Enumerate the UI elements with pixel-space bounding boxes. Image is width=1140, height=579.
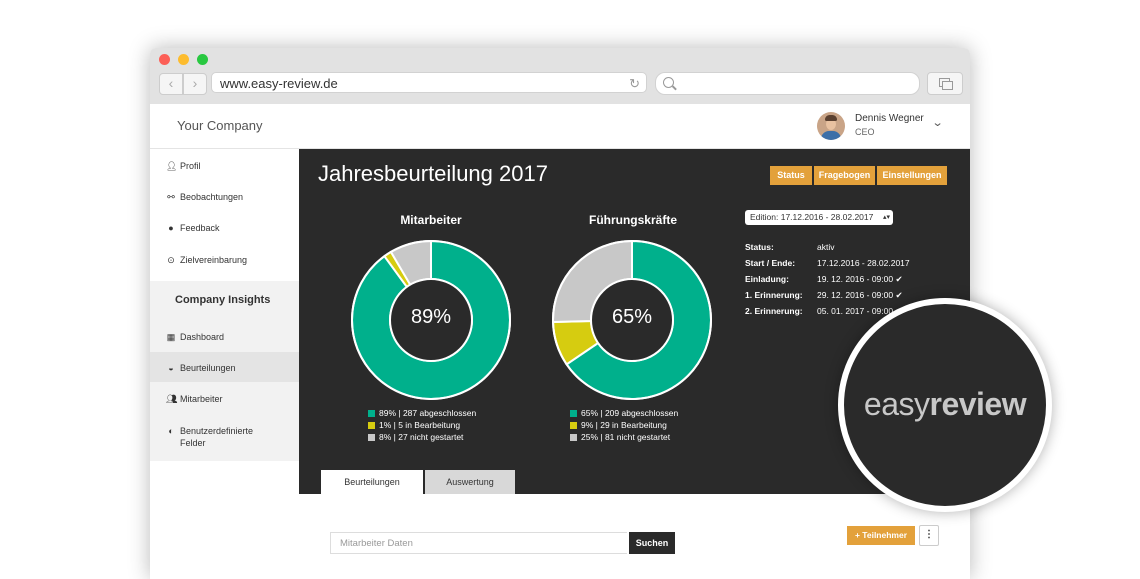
maximize-window-button[interactable] — [197, 54, 208, 65]
target-icon: ⊙ — [167, 255, 175, 265]
user-role: CEO — [855, 127, 875, 137]
search-button[interactable]: Suchen — [629, 532, 675, 554]
logo-text: easyreview — [863, 386, 1027, 422]
search-icon — [663, 77, 674, 88]
legend-item: 65% | 209 abgeschlossen — [570, 408, 678, 420]
select-arrows-icon: ▴▾ — [882, 214, 890, 221]
sidebar: 👤︎ Profil ⚯ Beobachtungen ● Feedback ⊙ Z… — [150, 149, 299, 579]
tabs-overview-button[interactable] — [927, 72, 963, 95]
sidebar-item-label: Profil — [180, 161, 201, 171]
center-label-mitarbeiter: 89% — [410, 306, 452, 328]
users-icon: 👥︎ — [166, 394, 178, 404]
sidebar-item-label: Mitarbeiter — [180, 394, 223, 404]
user-icon: 👤︎ — [166, 161, 178, 171]
url-text: www.easy-review.de — [220, 76, 338, 91]
legend-item: 25% | 81 nicht gestartet — [570, 432, 678, 444]
sidebar-item-label: Benutzerdefinierte Felder — [180, 426, 254, 448]
easyreview-logo: easyreview — [838, 298, 1052, 512]
chevron-left-icon: ‹ — [168, 75, 174, 91]
legend-mitarbeiter: 89% | 287 abgeschlossen 1% | 5 in Bearbe… — [368, 408, 476, 444]
donut-outer-ring — [351, 240, 511, 400]
chart-title-mitarbeiter: Mitarbeiter — [400, 213, 462, 227]
minimize-window-button[interactable] — [178, 54, 189, 65]
back-button[interactable]: ‹ — [159, 73, 183, 95]
legend-swatch — [570, 434, 577, 441]
chevron-down-icon[interactable]: ⌄ — [931, 117, 944, 129]
user-name: Dennis Wegner — [855, 113, 924, 124]
edition-select-value: Edition: 17.12.2016 - 28.02.2017 — [750, 212, 874, 222]
tachometer-icon: ◒ — [168, 363, 174, 373]
legend-swatch — [368, 422, 375, 429]
donut-outer-ring — [552, 240, 712, 400]
legend-swatch — [570, 422, 577, 429]
legend-item: 89% | 287 abgeschlossen — [368, 408, 476, 420]
more-options-button[interactable]: ⋮ — [919, 525, 939, 546]
einstellungen-button[interactable]: Einstellungen — [877, 166, 947, 185]
chevron-right-icon: › — [192, 75, 198, 91]
sidebar-item-label: Dashboard — [180, 332, 225, 342]
company-insights-section: Company Insights ▦ Dashboard ◒ Beurteilu… — [150, 281, 299, 461]
close-window-button[interactable] — [159, 54, 170, 65]
sidebar-item-label: Beobachtungen — [180, 192, 244, 202]
app-header: Your Company Dennis Wegner CEO ⌄ — [150, 104, 970, 149]
active-highlight — [150, 352, 299, 382]
address-bar[interactable]: www.easy-review.de ↻ — [211, 72, 647, 93]
content-area: Mitarbeiter Daten Suchen + Teilnehmer ⋮ — [299, 494, 970, 579]
legend-swatch — [368, 410, 375, 417]
tab-beurteilungen[interactable]: Beurteilungen — [321, 470, 423, 494]
donut-hole — [590, 278, 674, 362]
donut-hole — [389, 278, 473, 362]
legend-item: 8% | 27 nicht gestartet — [368, 432, 476, 444]
legend-item: 9% | 29 in Bearbeitung — [570, 420, 678, 432]
browser-search-field[interactable] — [655, 72, 920, 95]
dashboard-icon: ▦ — [166, 332, 176, 342]
legend-fuehrungskraefte: 65% | 209 abgeschlossen 9% | 29 in Bearb… — [570, 408, 678, 444]
browser-toolbar: ‹ › www.easy-review.de ↻ — [150, 48, 970, 105]
legend-swatch — [570, 410, 577, 417]
chart-title-fuehrungskraefte: Führungskräfte — [588, 213, 677, 227]
legend-item: 1% | 5 in Bearbeitung — [368, 420, 476, 432]
status-button[interactable]: Status — [770, 166, 812, 185]
fragebogen-button[interactable]: Fragebogen — [814, 166, 875, 185]
center-label-fuehrungskraefte: 65% — [611, 306, 653, 328]
reload-icon[interactable]: ↻ — [629, 76, 640, 91]
tab-auswertung[interactable]: Auswertung — [425, 470, 515, 494]
browser-window: ‹ › www.easy-review.de ↻ Your Company De… — [150, 48, 970, 579]
search-input[interactable]: Mitarbeiter Daten — [330, 532, 627, 554]
company-name: Your Company — [177, 118, 263, 133]
avatar[interactable] — [817, 112, 845, 140]
toggle-icon: ◐ — [168, 426, 174, 436]
binoculars-icon: ⚯ — [167, 192, 175, 202]
edition-select[interactable]: Edition: 17.12.2016 - 28.02.2017 ▴▾ — [745, 210, 893, 225]
sidebar-item-label: Beurteilungen — [180, 363, 236, 373]
legend-swatch — [368, 434, 375, 441]
section-title: Company Insights — [175, 294, 271, 306]
donut-chart-mitarbeiter — [351, 239, 511, 400]
sidebar-item-label: Feedback — [180, 223, 220, 233]
page-title: Jahresbeurteilung 2017 — [318, 161, 548, 186]
sidebar-item-label: Zielvereinbarung — [180, 255, 248, 265]
comment-icon: ● — [168, 223, 174, 233]
add-participant-button[interactable]: + Teilnehmer — [847, 526, 915, 545]
forward-button[interactable]: › — [183, 73, 207, 95]
donut-chart-fuehrungskraefte — [551, 239, 712, 400]
